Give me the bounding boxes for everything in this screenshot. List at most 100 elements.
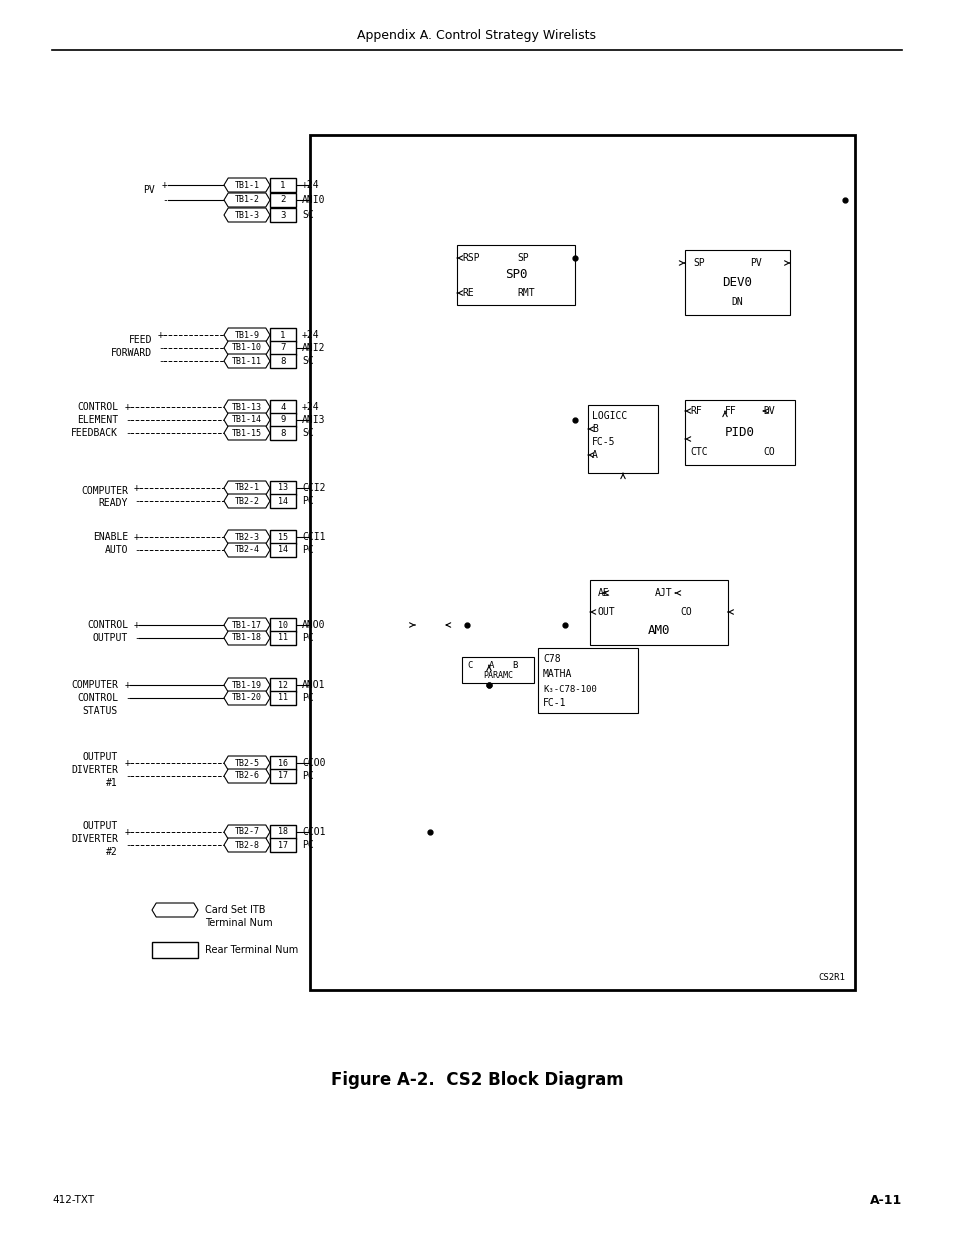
Text: +24: +24 xyxy=(302,330,319,340)
Polygon shape xyxy=(224,543,270,557)
Text: -: - xyxy=(125,840,131,850)
Text: CCO0: CCO0 xyxy=(302,758,325,768)
Text: Card Set ITB: Card Set ITB xyxy=(205,905,265,915)
Text: SC: SC xyxy=(302,210,314,220)
Text: -: - xyxy=(133,496,140,506)
Polygon shape xyxy=(224,412,270,427)
Bar xyxy=(270,756,295,769)
Bar xyxy=(270,193,295,207)
Text: SP: SP xyxy=(692,258,704,268)
Text: TB1-2: TB1-2 xyxy=(234,195,259,205)
Text: +24: +24 xyxy=(302,403,319,412)
Text: LOGICC: LOGICC xyxy=(592,411,626,421)
Bar xyxy=(270,494,295,508)
Bar xyxy=(461,657,534,683)
Text: SC: SC xyxy=(302,429,314,438)
Text: PARAMC: PARAMC xyxy=(482,672,513,680)
Bar xyxy=(270,530,295,543)
Text: CTC: CTC xyxy=(689,447,707,457)
Polygon shape xyxy=(224,678,270,692)
Text: 8: 8 xyxy=(280,429,285,437)
Text: DIVERTER: DIVERTER xyxy=(71,834,118,844)
Text: PID0: PID0 xyxy=(724,426,754,438)
Bar xyxy=(537,648,638,713)
Text: ANI2: ANI2 xyxy=(302,343,325,353)
Text: TB2-1: TB2-1 xyxy=(234,483,259,493)
Text: CONTROL: CONTROL xyxy=(77,693,118,703)
Text: C78: C78 xyxy=(542,655,560,664)
Text: PC: PC xyxy=(302,693,314,703)
Text: 11: 11 xyxy=(277,634,288,642)
Text: Figure A-2.  CS2 Block Diagram: Figure A-2. CS2 Block Diagram xyxy=(331,1071,622,1089)
Text: 4: 4 xyxy=(280,403,285,411)
Bar xyxy=(684,249,789,315)
Text: 2: 2 xyxy=(280,195,285,205)
Text: MATHA: MATHA xyxy=(542,669,572,679)
Text: 17: 17 xyxy=(277,772,288,781)
Text: OUTPUT: OUTPUT xyxy=(83,752,118,762)
Text: TB2-4: TB2-4 xyxy=(234,546,259,555)
Text: -: - xyxy=(133,545,140,555)
Polygon shape xyxy=(224,631,270,645)
Text: AE: AE xyxy=(598,588,609,598)
Polygon shape xyxy=(224,400,270,414)
Text: TB1-10: TB1-10 xyxy=(232,343,262,352)
Text: CCI1: CCI1 xyxy=(302,532,325,542)
Polygon shape xyxy=(224,341,270,354)
Bar xyxy=(270,825,295,839)
Text: ANI3: ANI3 xyxy=(302,415,325,425)
Polygon shape xyxy=(224,426,270,440)
Text: RE: RE xyxy=(461,288,474,298)
Text: PC: PC xyxy=(302,634,314,643)
Text: ANO1: ANO1 xyxy=(302,680,325,690)
Text: Terminal Num: Terminal Num xyxy=(205,918,273,927)
Text: 15: 15 xyxy=(277,532,288,541)
Text: TB2-6: TB2-6 xyxy=(234,772,259,781)
Text: A: A xyxy=(592,450,598,459)
Text: TB1-14: TB1-14 xyxy=(232,415,262,425)
Bar xyxy=(270,631,295,645)
Bar xyxy=(270,480,295,495)
Text: +: + xyxy=(125,680,131,690)
Text: FORWARD: FORWARD xyxy=(111,348,152,358)
Polygon shape xyxy=(224,769,270,783)
Text: PV: PV xyxy=(143,185,154,195)
Text: READY: READY xyxy=(98,498,128,508)
Bar xyxy=(270,354,295,368)
Text: TB2-8: TB2-8 xyxy=(234,841,259,850)
Bar xyxy=(587,405,658,473)
Text: +: + xyxy=(125,827,131,837)
Text: 1: 1 xyxy=(280,180,285,189)
Text: DV: DV xyxy=(762,406,774,416)
Text: +: + xyxy=(133,483,140,493)
Text: PC: PC xyxy=(302,840,314,850)
Text: TB2-5: TB2-5 xyxy=(234,758,259,767)
Polygon shape xyxy=(224,193,270,207)
Text: AM0: AM0 xyxy=(647,625,670,637)
Text: 18: 18 xyxy=(277,827,288,836)
Text: 7: 7 xyxy=(280,343,285,352)
Text: RMT: RMT xyxy=(517,288,534,298)
Text: CONTROL: CONTROL xyxy=(87,620,128,630)
Polygon shape xyxy=(224,354,270,368)
Text: K₃-C78-100: K₃-C78-100 xyxy=(542,684,597,694)
Text: 17: 17 xyxy=(277,841,288,850)
Text: FEED: FEED xyxy=(129,335,152,345)
Bar xyxy=(456,245,575,305)
Bar xyxy=(684,400,794,466)
Text: TB1-1: TB1-1 xyxy=(234,180,259,189)
Polygon shape xyxy=(224,494,270,508)
Text: +: + xyxy=(158,330,164,340)
Text: TB1-9: TB1-9 xyxy=(234,331,259,340)
Bar xyxy=(270,207,295,222)
Bar xyxy=(270,341,295,354)
Text: PC: PC xyxy=(302,496,314,506)
Bar xyxy=(270,178,295,191)
Text: -: - xyxy=(133,634,140,643)
Text: 11: 11 xyxy=(277,694,288,703)
Text: TB1-11: TB1-11 xyxy=(232,357,262,366)
Polygon shape xyxy=(224,329,270,342)
Text: TB1-17: TB1-17 xyxy=(232,620,262,630)
Text: RSP: RSP xyxy=(461,253,479,263)
Text: CO: CO xyxy=(762,447,774,457)
